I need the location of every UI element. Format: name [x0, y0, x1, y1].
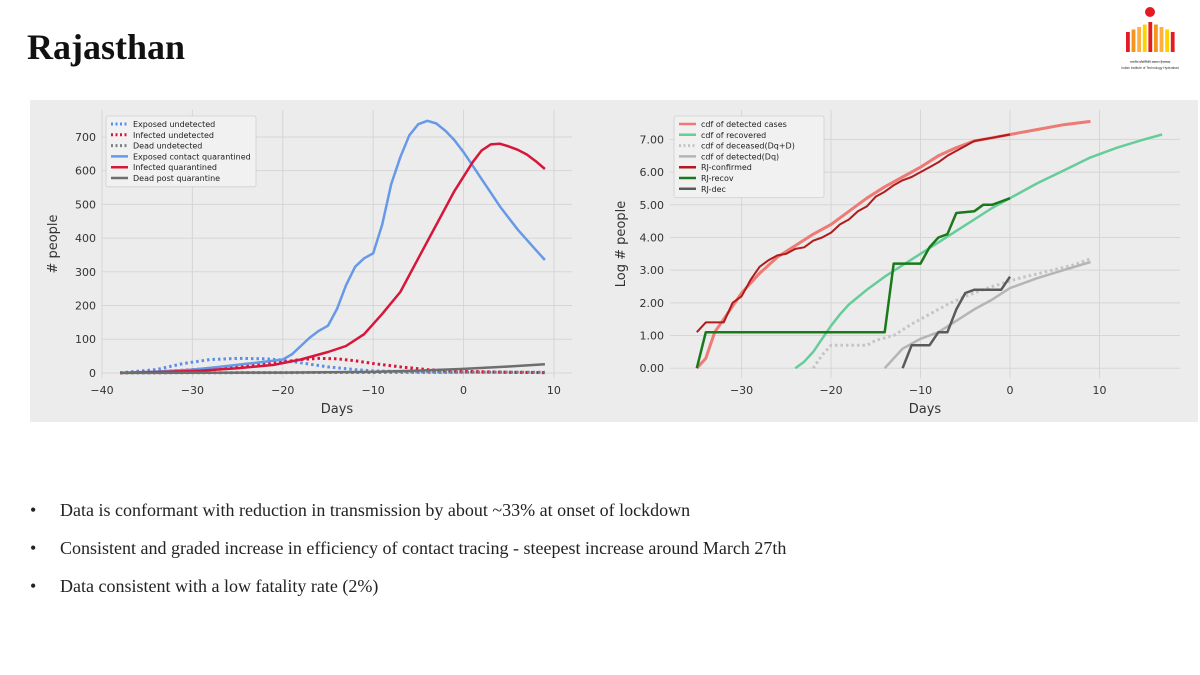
x-tick-label: −30 [181, 384, 204, 397]
logo-bar [1142, 24, 1147, 52]
y-tick-label: 300 [75, 266, 96, 279]
bullet-list: • Data is conformant with reduction in t… [30, 500, 1180, 614]
legend-entry: cdf of deceased(Dq+D) [701, 142, 795, 151]
log-cases-chart: −30 −20 −10 0 10 0.00 1.00 2.00 3.00 4.00 5.00 6.00… [614, 110, 1180, 417]
legend-entry: cdf of detected cases [701, 120, 787, 129]
bullet-item: • Consistent and graded increase in effi… [30, 538, 1180, 576]
logo-bar [1137, 27, 1141, 52]
slide-title: Rajasthan [27, 27, 186, 67]
y-tick-label: 600 [75, 165, 96, 178]
y-tick-label: 200 [75, 300, 96, 313]
legend-entry: cdf of detected(Dq) [701, 152, 779, 161]
legend-entry: Infected quarantined [133, 163, 217, 172]
x-tick-label: 0 [460, 384, 467, 397]
logo-line-1: भारतीय प्रौद्योगिकी संस्थान हैदराबाद [1130, 60, 1171, 64]
y-axis-label: Log # people [614, 201, 629, 287]
y-tick-label: 4.00 [640, 231, 665, 244]
x-tick-label: 10 [547, 384, 561, 397]
x-tick-label: 0 [1007, 384, 1014, 397]
logo-bar [1159, 27, 1164, 52]
y-tick-label: 5.00 [640, 199, 665, 212]
institute-logo: भारतीय प्रौद्योगिकी संस्थान हैदराबाद Ind… [1121, 7, 1179, 70]
logo-bar [1170, 32, 1175, 52]
legend-entry: Infected undetected [133, 131, 214, 140]
series-line [120, 362, 545, 375]
bullet-text: Consistent and graded increase in effici… [60, 538, 787, 558]
y-tick-label: 7.00 [640, 133, 665, 146]
y-tick-label: 6.00 [640, 166, 665, 179]
series-line [901, 275, 1012, 369]
y-tick-label: 3.00 [640, 264, 665, 277]
bullet-text: Data is conformant with reduction in tra… [60, 500, 691, 520]
legend-entry: RJ-dec [701, 185, 726, 194]
logo-bar [1154, 24, 1158, 52]
legend-entry: Dead undetected [133, 142, 202, 151]
series-line [696, 133, 1011, 333]
x-tick-label: −10 [909, 384, 932, 397]
y-tick-label: 700 [75, 131, 96, 144]
legend-entry: Exposed undetected [133, 120, 215, 129]
y-tick-label: 100 [75, 333, 96, 346]
series-line [883, 260, 1091, 370]
legend-entry: RJ-recov [701, 174, 734, 183]
x-tick-label: −20 [819, 384, 842, 397]
x-tick-label: −20 [271, 384, 294, 397]
legend-box [673, 115, 825, 198]
logo-bar [1126, 32, 1130, 52]
x-axis-label: Days [321, 402, 354, 417]
bullet-marker: • [30, 500, 37, 520]
series-line [695, 197, 1011, 369]
series-line [119, 356, 545, 375]
legend-entry: Dead post quarantine [133, 174, 220, 183]
bullet-marker: • [30, 576, 37, 596]
logo-line-2: Indian Institute of Technology Hyderabad [1121, 66, 1179, 70]
legend-entry: RJ-confirmed [701, 163, 752, 172]
y-tick-label: 2.00 [640, 297, 665, 310]
legend-box [105, 115, 257, 188]
legend-entry: Exposed contact quarantined [133, 152, 251, 161]
x-tick-label: −40 [90, 384, 113, 397]
x-tick-label: −10 [362, 384, 385, 397]
y-axis-label: # people [46, 214, 61, 273]
bullet-marker: • [30, 538, 37, 558]
x-tick-label: −30 [730, 384, 753, 397]
quarantine-model-chart: −40 −30 −20 −10 0 100100200300400500600700Day… [46, 110, 572, 417]
y-tick-label: 500 [75, 198, 96, 211]
legend-entry: cdf of recovered [701, 131, 766, 140]
y-tick-label: 1.00 [640, 330, 665, 343]
x-tick-label: 10 [1092, 384, 1106, 397]
bullet-item: • Data is conformant with reduction in t… [30, 500, 1180, 538]
series-line [120, 142, 546, 375]
series-line [120, 119, 546, 375]
logo-bar [1131, 29, 1136, 52]
logo-dot [1145, 7, 1155, 17]
chart-panel: −40 −30 −20 −10 0 10 0 100 200 300 400 500 600 700 Day… [30, 100, 1198, 422]
y-tick-label: 0 [89, 367, 96, 380]
y-tick-label: 0.00 [640, 362, 665, 375]
logo-bar [1165, 29, 1169, 52]
x-axis-label: Days [909, 402, 942, 417]
logo-bars [1126, 22, 1175, 52]
bullet-item: • Data consistent with a low fatality ra… [30, 576, 1180, 614]
y-tick-label: 400 [75, 232, 96, 245]
bullet-text: Data consistent with a low fatality rate… [60, 576, 379, 596]
logo-bar [1148, 22, 1153, 52]
